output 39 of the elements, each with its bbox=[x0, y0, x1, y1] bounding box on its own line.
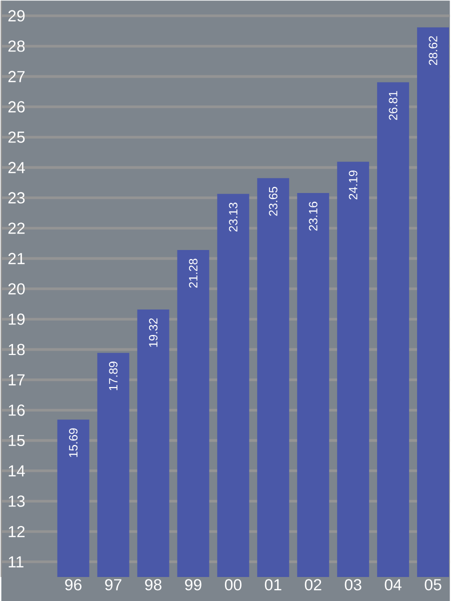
x-tick-label: 96 bbox=[65, 579, 82, 590]
x-tick-label: 00 bbox=[224, 579, 242, 590]
y-tick-label: 25 bbox=[8, 132, 25, 143]
y-tick-label: 18 bbox=[8, 344, 25, 356]
data-label: 28.62 bbox=[428, 36, 438, 65]
y-tick-label: 29 bbox=[8, 10, 25, 22]
y-tick-label: 23 bbox=[8, 192, 25, 204]
data-label: 21.28 bbox=[188, 258, 198, 288]
data-label: 26.81 bbox=[388, 91, 398, 120]
x-tick-label: 97 bbox=[105, 579, 122, 590]
y-tick-label: 28 bbox=[8, 40, 25, 52]
x-tick-label: 01 bbox=[264, 579, 282, 590]
x-tick-label: 98 bbox=[145, 579, 162, 590]
y-tick-label: 20 bbox=[8, 283, 25, 294]
x-tick-label: 05 bbox=[424, 579, 442, 590]
x-tick-label: 04 bbox=[384, 579, 402, 590]
y-tick-label: 19 bbox=[8, 314, 25, 325]
y-tick-label: 11 bbox=[8, 556, 24, 568]
y-tick-label: 26 bbox=[8, 101, 25, 112]
y-tick-label: 12 bbox=[8, 526, 24, 538]
data-label: 23.65 bbox=[268, 186, 278, 216]
data-label: 19.32 bbox=[148, 318, 158, 347]
y-tick-label: 16 bbox=[8, 404, 25, 416]
y-tick-label: 15 bbox=[8, 434, 25, 446]
x-tick-label: 03 bbox=[344, 579, 362, 590]
x-tick-label: 99 bbox=[184, 579, 202, 590]
y-tick-label: 13 bbox=[8, 496, 25, 507]
y-tick-label: 17 bbox=[8, 374, 24, 386]
y-tick-label: 22 bbox=[8, 222, 24, 234]
data-label: 17.89 bbox=[108, 362, 118, 390]
x-tick-label: 02 bbox=[304, 579, 322, 590]
y-tick-label: 24 bbox=[8, 162, 25, 174]
data-label: 23.13 bbox=[228, 202, 238, 232]
y-tick-label: 14 bbox=[8, 465, 25, 476]
data-label: 24.19 bbox=[348, 170, 358, 200]
y-tick-label: 27 bbox=[8, 70, 24, 82]
y-tick-label: 21 bbox=[8, 252, 25, 264]
data-label: 15.69 bbox=[68, 428, 78, 457]
data-label: 23.16 bbox=[308, 202, 318, 231]
